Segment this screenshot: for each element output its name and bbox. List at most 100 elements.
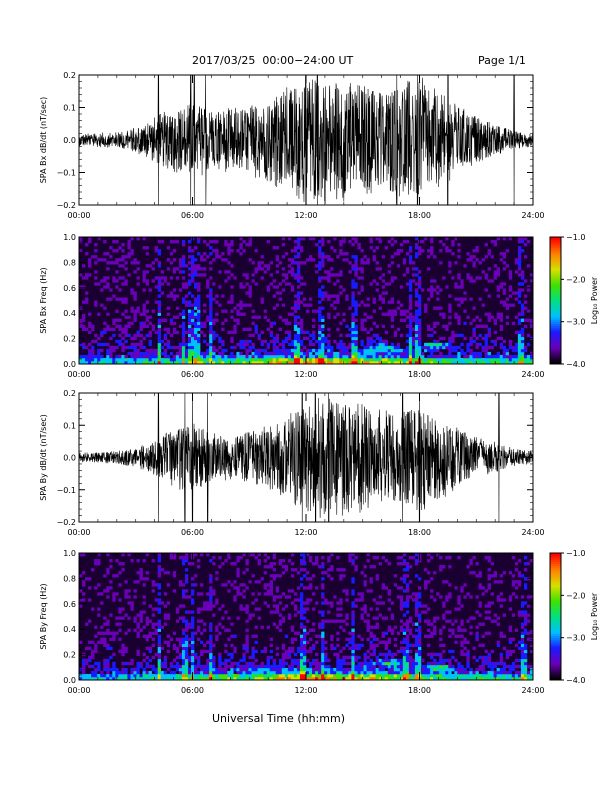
spectrogram-cell — [393, 574, 398, 578]
spectrogram-cell — [360, 348, 364, 353]
spectrogram-cell — [178, 288, 183, 292]
spectrogram-cell — [142, 288, 146, 292]
spectrogram-cell — [194, 667, 198, 672]
spectrogram-cell — [354, 237, 358, 241]
panel-3: 0.20.10.0−0.1−0.200:00 06:00 12:00 18:00 24:… — [39, 389, 545, 537]
spectrogram-cell — [272, 673, 277, 678]
spectrogram-cell — [296, 610, 301, 614]
spectrogram-cell — [166, 673, 171, 678]
spectrogram-cell — [299, 595, 304, 599]
spectrogram-cell — [375, 655, 379, 660]
spectrogram-cell — [408, 339, 413, 344]
spectrogram-cell — [284, 360, 289, 365]
spectrogram-cell — [115, 673, 119, 678]
spectrogram-cell — [136, 342, 140, 347]
spectrogram-cell — [396, 670, 401, 675]
spectrogram-cell — [351, 676, 355, 681]
spectrogram-cell — [348, 637, 352, 641]
spectrogram-cell — [384, 586, 389, 590]
spectrogram-cell — [390, 324, 395, 329]
spectrogram-cell — [327, 676, 331, 681]
spectrogram-cell — [127, 595, 131, 599]
spectrogram-cell — [351, 652, 355, 657]
spectrogram-cell — [124, 330, 128, 335]
spectrogram-cell — [463, 309, 467, 313]
spectrogram-cell — [233, 306, 237, 310]
spectrogram-cell — [366, 297, 370, 301]
spectrogram-cell — [499, 667, 504, 672]
spectrogram-cell — [79, 676, 83, 681]
spectrogram-cell — [112, 667, 116, 672]
spectrogram-cell — [190, 279, 195, 283]
spectrogram-cell — [408, 658, 413, 663]
spectrogram-cell — [145, 357, 149, 362]
spectrogram-cell — [457, 670, 461, 675]
spectrogram-cell — [327, 333, 331, 338]
spectrogram-cell — [387, 649, 392, 654]
spectrogram-cell — [190, 321, 195, 325]
spectrogram-cell — [478, 297, 482, 301]
spectrogram-cell — [520, 336, 525, 341]
spectrogram-cell — [302, 553, 307, 557]
spectrogram-cell — [463, 640, 467, 645]
spectrogram-cell — [293, 294, 298, 298]
spectrogram-cell — [309, 646, 313, 651]
spectrogram-cell — [209, 288, 213, 292]
spectrogram-cell — [181, 604, 186, 608]
spectrogram-cell — [396, 264, 401, 268]
spectrogram-cell — [278, 327, 283, 332]
spectrogram-cell — [109, 348, 113, 353]
spectrogram-cell — [414, 300, 419, 304]
spectrogram-cell — [103, 658, 107, 663]
spectrogram-cell — [172, 589, 177, 593]
spectrogram-cell — [103, 252, 107, 256]
spectrogram-cell — [181, 562, 186, 566]
spectrogram-cell — [466, 357, 470, 362]
spectrogram-cell — [454, 348, 458, 353]
spectrogram-cell — [417, 616, 422, 620]
spectrogram-cell — [517, 333, 522, 338]
spectrogram-cell — [445, 556, 449, 560]
spectrogram-cell — [224, 279, 228, 283]
spectrogram-cell — [384, 291, 389, 295]
spectrogram-cell — [190, 315, 195, 319]
spectrogram-cell — [451, 240, 455, 244]
spectrogram-cell — [408, 676, 413, 681]
spectrogram-cell — [411, 342, 416, 347]
spectrogram-cell — [345, 670, 349, 675]
spectrogram-cell — [130, 351, 134, 356]
spectrogram-cell — [466, 673, 470, 678]
spectrogram-cell — [157, 571, 162, 575]
spectrogram-cell — [414, 315, 419, 319]
spectrogram-cell — [142, 279, 146, 283]
spectrogram-cell — [312, 667, 316, 672]
spectrogram-cell — [427, 580, 431, 584]
spectrogram-cell — [275, 351, 280, 356]
spectrogram-cell — [82, 676, 86, 681]
spectrogram-cell — [209, 622, 213, 626]
spectrogram-cell — [393, 312, 398, 316]
spectrogram-cell — [357, 348, 361, 353]
spectrogram-cell — [157, 285, 162, 289]
spectrogram-cell — [187, 321, 192, 325]
spectrogram-cell — [430, 655, 434, 660]
spectrogram-cell — [236, 667, 240, 672]
spectrogram-cell — [287, 589, 292, 593]
spectrogram-cell — [448, 351, 452, 356]
spectrogram-cell — [414, 252, 419, 256]
spectrogram-cell — [296, 598, 301, 602]
spectrogram-cell — [145, 622, 149, 626]
spectrogram-cell — [505, 351, 510, 356]
spectrogram-cell — [378, 306, 382, 310]
spectrogram-cell — [242, 667, 246, 672]
spectrogram-cell — [275, 574, 280, 578]
spectrogram-cell — [175, 267, 180, 271]
spectrogram-cell — [436, 342, 440, 347]
spectrogram-cell — [402, 601, 407, 605]
spectrogram-cell — [336, 351, 340, 356]
spectrogram-cell — [172, 553, 177, 557]
spectrogram-cell — [239, 667, 243, 672]
spectrogram-cell — [433, 321, 437, 325]
spectrogram-cell — [439, 673, 443, 678]
spectrogram-cell — [166, 643, 171, 648]
